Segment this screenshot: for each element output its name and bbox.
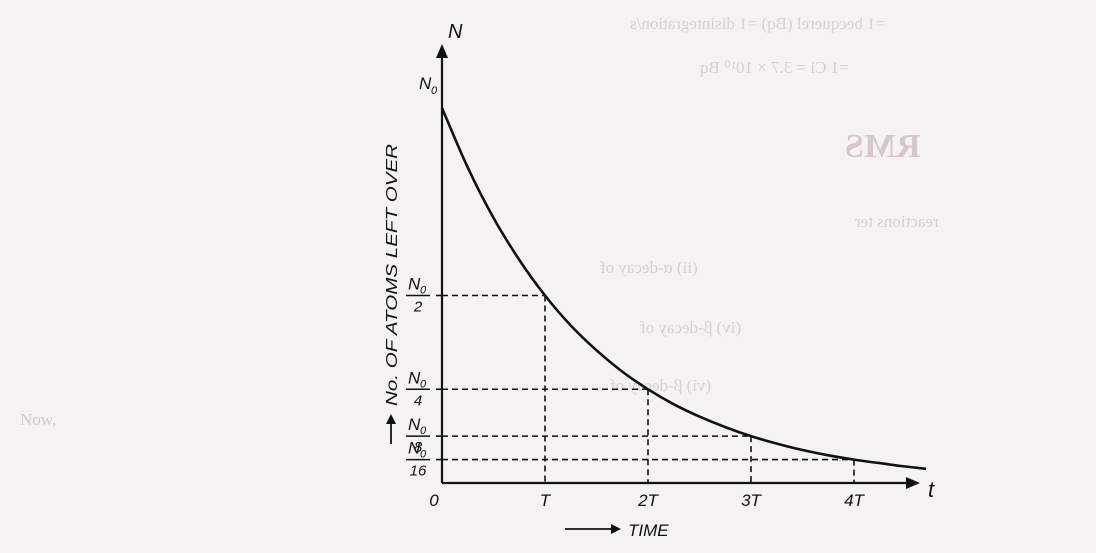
y-tick-numerator: N [419,74,432,93]
decay-curve [440,107,927,471]
x-tick-label: 3T [741,491,762,510]
x-axis-arrowhead [906,477,920,489]
chart-series [440,107,927,471]
y-tick-numerator: N [408,275,421,294]
y-tick-subscript: 0 [420,425,427,437]
x-tick-label: 4T [844,491,865,510]
y-tick-labels: N 0N 02N 04N 08N 016 [406,74,438,480]
y-tick-denominator: 16 [410,463,427,480]
x-tick-label: T [540,491,552,510]
y-tick-label: N 08 [406,415,430,456]
x-axis-symbol: t [928,477,935,502]
x-title-arrowhead [611,524,621,534]
y-tick-label: N 0 4 [406,368,430,409]
y-title-arrowhead [386,414,396,424]
y-axis-title: No. OF ATOMS LEFT OVER [384,143,401,444]
x-tick-labels: 0 T 2T 3T 4T [429,491,865,510]
y-tick-numerator: N [408,415,421,434]
y-tick-denominator: 4 [414,392,422,409]
chart-guide-lines [436,294,855,483]
y-tick-numerator: N [408,439,421,458]
y-tick-numerator: N [408,368,421,387]
y-tick-subscript: 0 [420,449,427,461]
y-tick-denominator: 8 [414,439,423,456]
y-tick-subscript: 0 [431,85,438,97]
y-tick-denominator: 2 [413,299,423,316]
x-tick-label: 2T [637,491,659,510]
y-tick-label: N 0 2 [406,275,430,316]
y-axis-arrowhead [436,44,448,58]
chart-axes [436,44,920,489]
y-tick-subscript: 0 [420,378,427,390]
y-axis-label: No. OF ATOMS LEFT OVER [384,143,401,406]
y-tick-subscript: 0 [420,285,427,297]
y-tick-label: N 0 16 [406,439,430,480]
y-axis-symbol: N [448,21,463,43]
x-axis-title: TIME [565,521,669,540]
x-tick-label: 0 [429,491,439,510]
x-axis-label: TIME [628,521,669,540]
